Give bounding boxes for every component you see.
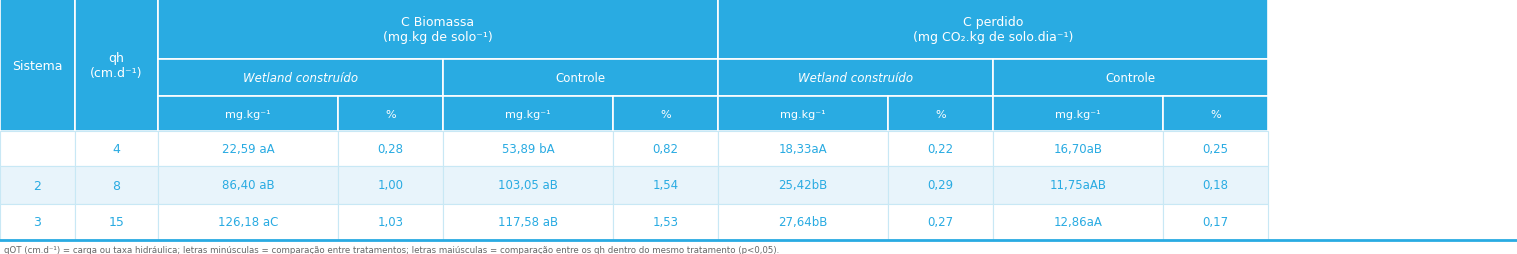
Text: 4: 4 [112, 142, 120, 155]
Text: 2: 2 [33, 179, 41, 192]
Bar [994, 132, 1164, 166]
Text: Controle: Controle [555, 72, 605, 85]
Text: mg.kg⁻¹: mg.kg⁻¹ [1056, 109, 1101, 119]
Bar [338, 204, 443, 240]
Text: 0,17: 0,17 [1203, 216, 1229, 229]
Text: 117,58 aB: 117,58 aB [498, 216, 558, 229]
Text: 22,59 aA: 22,59 aA [221, 142, 275, 155]
Bar [613, 132, 718, 166]
Bar [74, 132, 158, 166]
Text: 1,54: 1,54 [652, 179, 678, 192]
Text: 0,28: 0,28 [378, 142, 404, 155]
Bar [0, 204, 74, 240]
Text: Sistema: Sistema [12, 59, 62, 72]
Text: 3: 3 [33, 216, 41, 229]
Bar [443, 97, 613, 132]
Text: mg.kg⁻¹: mg.kg⁻¹ [225, 109, 272, 119]
Bar [74, 204, 158, 240]
Text: qOT (cm.d⁻¹) = carga ou taxa hidráulica; letras minúsculas = comparação entre tr: qOT (cm.d⁻¹) = carga ou taxa hidráulica;… [5, 245, 780, 254]
Text: 0,22: 0,22 [927, 142, 954, 155]
Text: %: % [1211, 109, 1221, 119]
Text: 103,05 aB: 103,05 aB [498, 179, 558, 192]
Text: 0,82: 0,82 [652, 142, 678, 155]
Bar [718, 166, 887, 204]
Bar [443, 204, 613, 240]
Bar [158, 204, 338, 240]
Bar [994, 60, 1268, 97]
Bar [718, 97, 887, 132]
Bar [1164, 204, 1268, 240]
Text: 53,89 bA: 53,89 bA [502, 142, 554, 155]
Bar [613, 166, 718, 204]
Text: mg.kg⁻¹: mg.kg⁻¹ [780, 109, 825, 119]
Text: 15: 15 [109, 216, 124, 229]
Text: mg.kg⁻¹: mg.kg⁻¹ [505, 109, 551, 119]
Bar [338, 132, 443, 166]
Text: 18,33aA: 18,33aA [778, 142, 827, 155]
Bar [443, 60, 718, 97]
Bar [158, 166, 338, 204]
Text: 0,27: 0,27 [927, 216, 954, 229]
Text: 0,29: 0,29 [927, 179, 954, 192]
Text: 1,00: 1,00 [378, 179, 404, 192]
Text: 0,25: 0,25 [1203, 142, 1229, 155]
Bar [1164, 132, 1268, 166]
Bar [158, 60, 443, 97]
Bar [158, 0, 718, 60]
Bar [1164, 97, 1268, 132]
Bar [443, 132, 613, 166]
Text: 1,53: 1,53 [652, 216, 678, 229]
Text: qh
(cm.d⁻¹): qh (cm.d⁻¹) [90, 52, 143, 80]
Bar [613, 97, 718, 132]
Text: %: % [934, 109, 945, 119]
Text: 16,70aB: 16,70aB [1053, 142, 1103, 155]
Bar [158, 132, 338, 166]
Bar [0, 0, 74, 132]
Bar [158, 97, 338, 132]
Text: %: % [385, 109, 396, 119]
Bar [887, 97, 994, 132]
Bar [994, 204, 1164, 240]
Text: Wetland construído: Wetland construído [243, 72, 358, 85]
Bar [994, 166, 1164, 204]
Text: Controle: Controle [1106, 72, 1156, 85]
Text: 0,18: 0,18 [1203, 179, 1229, 192]
Bar [887, 132, 994, 166]
Bar [338, 166, 443, 204]
Text: 8: 8 [112, 179, 120, 192]
Text: 1,03: 1,03 [378, 216, 404, 229]
Bar [887, 204, 994, 240]
Bar [887, 166, 994, 204]
Bar [338, 97, 443, 132]
Bar [74, 166, 158, 204]
Bar [718, 132, 887, 166]
Bar [718, 60, 994, 97]
Text: 25,42bB: 25,42bB [778, 179, 828, 192]
Bar [443, 166, 613, 204]
Bar [613, 204, 718, 240]
Bar [718, 204, 887, 240]
Text: 126,18 aC: 126,18 aC [218, 216, 278, 229]
Bar [74, 0, 158, 132]
Text: 11,75aAB: 11,75aAB [1050, 179, 1106, 192]
Text: %: % [660, 109, 671, 119]
Text: Wetland construído: Wetland construído [798, 72, 913, 85]
Bar [994, 97, 1164, 132]
Bar [0, 166, 74, 204]
Text: 27,64bB: 27,64bB [778, 216, 828, 229]
Bar [718, 0, 1268, 60]
Text: 86,40 aB: 86,40 aB [221, 179, 275, 192]
Text: 12,86aA: 12,86aA [1054, 216, 1103, 229]
Text: C perdido
(mg CO₂.kg de solo.dia⁻¹): C perdido (mg CO₂.kg de solo.dia⁻¹) [913, 16, 1073, 44]
Text: C Biomassa
(mg.kg de solo⁻¹): C Biomassa (mg.kg de solo⁻¹) [384, 16, 493, 44]
Bar [0, 132, 74, 166]
Bar [1164, 166, 1268, 204]
